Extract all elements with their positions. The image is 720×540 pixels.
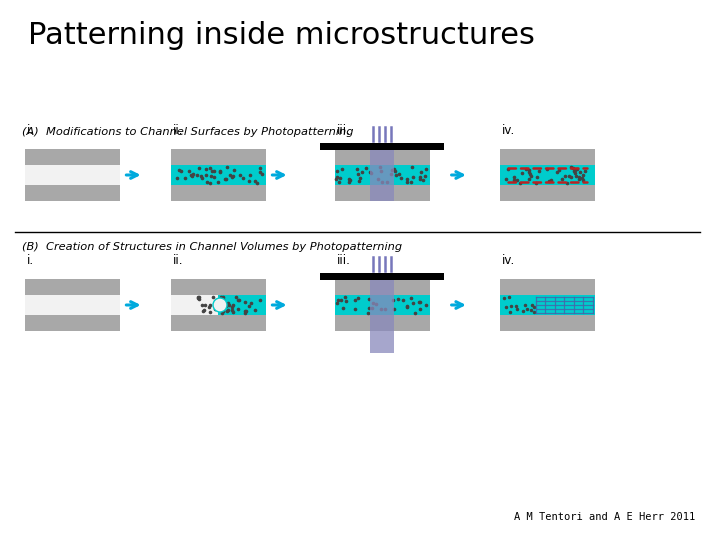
Bar [500,279,595,295]
Bar [335,295,430,315]
Bar [370,273,394,353]
Text: (B)  Creation of Structures in Channel Volumes by Photopatterning: (B) Creation of Structures in Channel Vo… [22,242,402,252]
Bar [335,315,430,331]
Text: i.: i. [27,254,34,267]
Bar [171,295,218,315]
Bar [24,149,120,165]
Bar [218,295,266,315]
Bar [335,165,430,185]
Bar [24,185,120,201]
Bar [335,279,430,295]
Bar [500,315,595,331]
Bar [171,165,266,185]
Bar [171,185,266,201]
Bar [500,295,595,315]
Text: i.: i. [27,124,34,137]
Text: A M Tentori and A E Herr 2011: A M Tentori and A E Herr 2011 [514,512,695,522]
Bar [370,143,394,201]
Bar [171,149,266,165]
Bar [171,279,266,295]
Text: iii.: iii. [336,124,351,137]
Bar [24,315,120,331]
Text: (A)  Modifications to Channel Surfaces by Photopatterning: (A) Modifications to Channel Surfaces by… [22,127,354,137]
Bar [500,149,595,165]
Bar [24,165,120,185]
Bar [500,165,595,185]
Text: Patterning inside microstructures: Patterning inside microstructures [28,21,535,50]
Text: iv.: iv. [502,254,515,267]
Text: iv.: iv. [502,124,515,137]
Bar [335,185,430,201]
Text: ii.: ii. [173,254,183,267]
Bar [500,185,595,201]
Text: iii.: iii. [336,254,351,267]
Bar [320,273,444,280]
Text: ii.: ii. [173,124,183,137]
Bar [24,295,120,315]
Bar [320,143,444,150]
Circle shape [213,298,227,312]
Bar [171,315,266,331]
Bar [24,279,120,295]
Bar [335,149,430,165]
